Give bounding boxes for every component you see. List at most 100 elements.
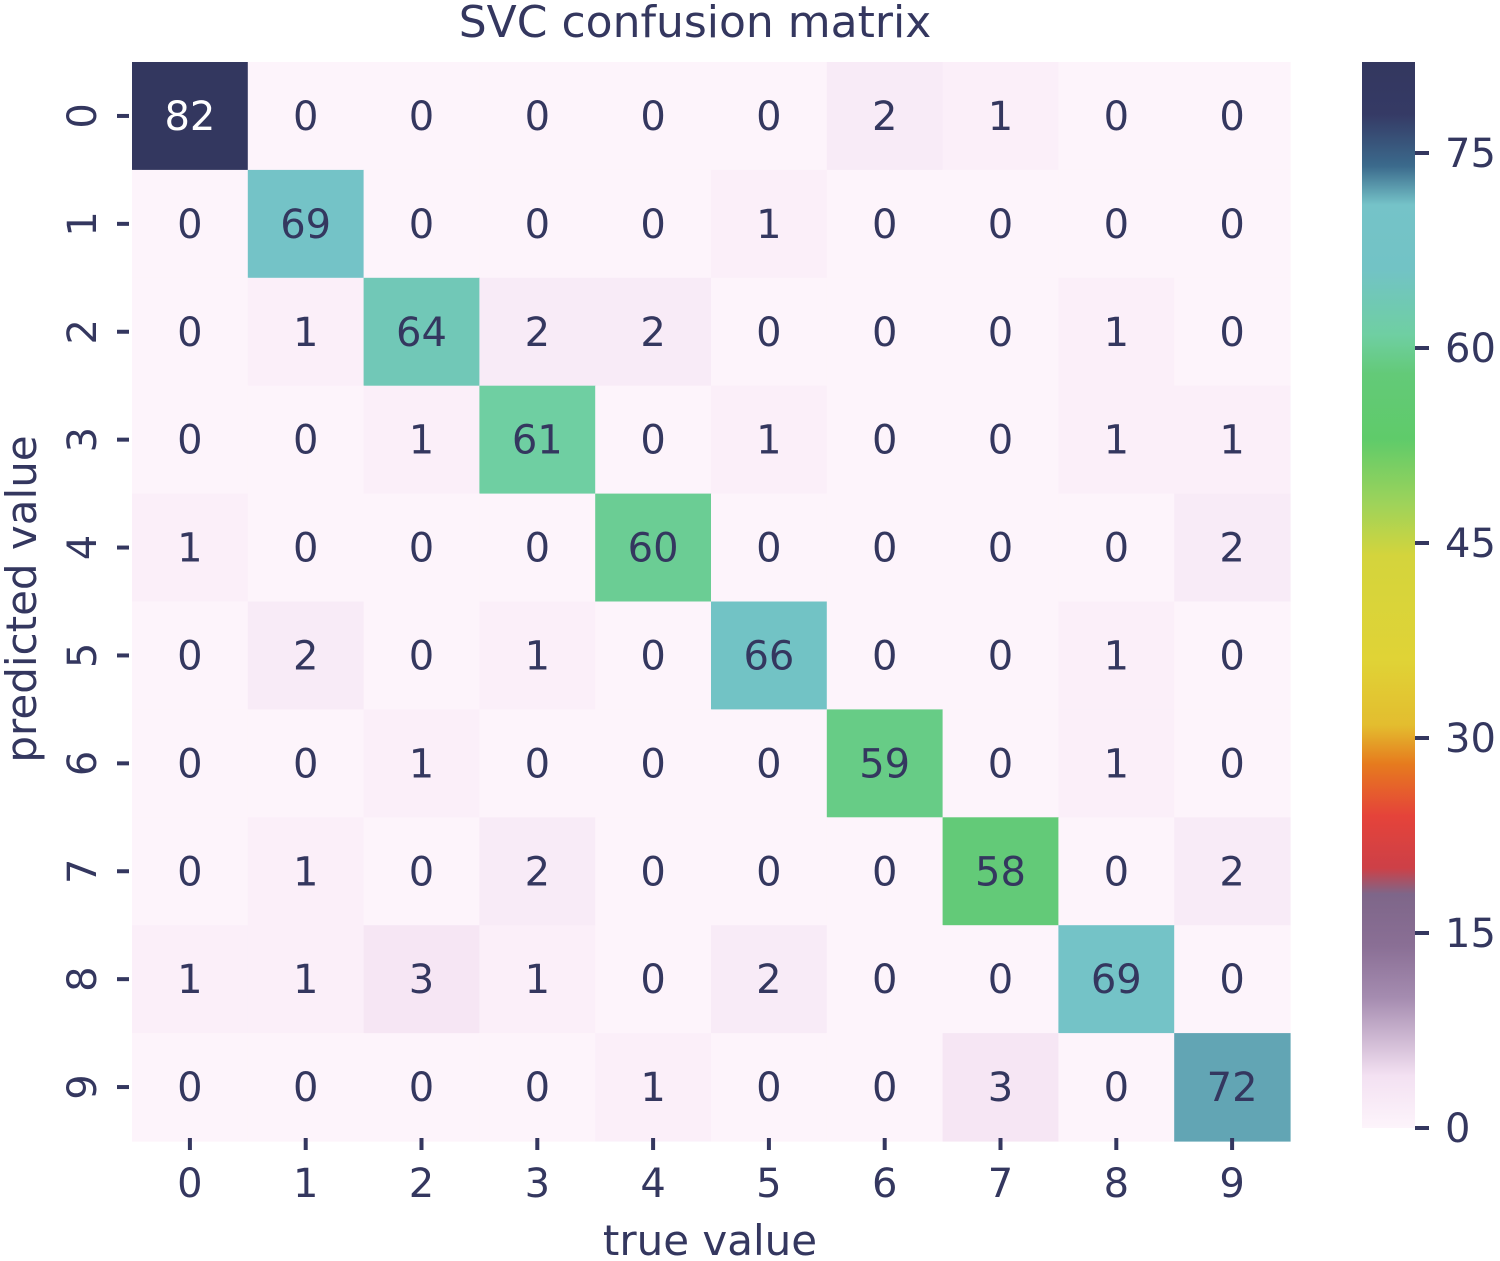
x-axis-label: true value [603,1216,817,1261]
heatmap-cell [1058,277,1175,387]
heatmap-cell [1174,601,1291,710]
heatmap-cell [826,169,944,279]
heatmap-cell [1058,169,1175,279]
heatmap-cell [595,817,712,926]
heatmap-cell [363,493,480,603]
heatmap-cell [942,169,1059,279]
heatmap-cell [711,493,828,603]
cell-value-label: 0 [872,202,897,248]
y-tick-label: 8 [60,966,106,991]
cell-value-label: 0 [988,202,1013,248]
heatmap-cell [1058,709,1175,818]
heatmap-cell [132,493,249,603]
y-tick-label: 6 [60,751,106,776]
heatmap-cell [1058,385,1175,495]
heatmap-cell [1058,493,1175,603]
heatmap-cell [479,1033,596,1142]
heatmap-cells [132,62,1291,1142]
y-tick-label: 1 [60,211,106,236]
heatmap-cell [826,277,944,387]
heatmap-cell [1174,385,1291,495]
heatmap-cell [479,709,596,818]
cell-value-label: 0 [525,526,550,572]
heatmap-cell [595,277,712,387]
heatmap-cell [479,277,596,387]
heatmap-cell [1058,62,1175,171]
heatmap-cell [1174,169,1291,279]
heatmap-cell [711,1033,828,1142]
heatmap-cell [595,925,712,1034]
cell-value-label: 69 [280,202,331,248]
heatmap-cell [479,817,596,926]
cell-value-label: 0 [756,849,781,895]
colorbar-tick-label: 0 [1445,1106,1470,1152]
cell-value-label: 0 [872,633,897,679]
heatmap-cell [942,1033,1059,1142]
heatmap-cell [942,62,1059,171]
cell-value-label: 1 [1219,418,1244,464]
heatmap-cell [479,169,596,279]
cell-value-label: 0 [1219,957,1244,1003]
y-axis-label: predicted value [0,435,46,762]
cell-value-label: 0 [1104,526,1129,572]
cell-value-label: 0 [1104,849,1129,895]
cell-value-label: 0 [1104,202,1129,248]
cell-value-label: 0 [177,633,202,679]
heatmap-cell [711,62,828,171]
heatmap-cell [826,62,944,171]
chart-title: SVC confusion matrix [459,0,931,48]
heatmap-cell [247,601,365,710]
cell-value-label: 1 [409,741,434,787]
cell-value-label: 0 [988,310,1013,356]
cell-value-label: 0 [177,849,202,895]
heatmap-cell [1174,925,1291,1034]
cell-value-label: 72 [1207,1065,1258,1111]
cell-value-label: 0 [409,526,434,572]
cell-value-label: 0 [756,526,781,572]
heatmap-cell [595,1033,712,1142]
cell-value-label: 0 [1219,741,1244,787]
heatmap-cell [595,169,712,279]
cell-value-label: 0 [640,741,665,787]
heatmap-cell [363,277,480,387]
heatmap-cell [479,493,596,603]
heatmap-cell [595,62,712,171]
cell-value-label: 0 [640,849,665,895]
heatmap-cell [942,709,1059,818]
cell-value-label: 0 [640,418,665,464]
colorbar [1362,62,1415,1128]
heatmap-cell [711,277,828,387]
cell-value-label: 0 [293,741,318,787]
heatmap-cell [942,925,1059,1034]
heatmap-cell [132,169,249,279]
cell-value-label: 1 [177,526,202,572]
heatmap-cell [1058,601,1175,710]
cell-value-label: 0 [1219,633,1244,679]
cell-value-label: 0 [409,633,434,679]
heatmap-cell [479,601,596,710]
heatmap-cell [942,385,1059,495]
heatmap-cell [479,925,596,1034]
x-axis: 0 1 2 3 4 5 6 7 8 9 [177,1138,1245,1207]
cell-value-label: 0 [756,1065,781,1111]
cell-value-label: 0 [988,526,1013,572]
heatmap-cell [942,601,1059,710]
heatmap-cell [1174,62,1291,171]
x-tick-label: 3 [525,1161,550,1207]
x-tick-label: 9 [1219,1161,1244,1207]
cell-value-label: 0 [293,526,318,572]
cell-value-label: 1 [293,957,318,1003]
cell-value-label: 1 [177,957,202,1003]
y-tick-label: 2 [60,319,106,344]
heatmap-cell [247,169,365,279]
heatmap-cell [247,385,365,495]
heatmap-cell [942,277,1059,387]
cell-value-label: 0 [756,94,781,140]
heatmap-cell [711,709,828,818]
heatmap-cell [595,385,712,495]
colorbar-gradient [1362,62,1415,1128]
cell-value-label: 2 [640,310,665,356]
cell-value-label: 0 [640,202,665,248]
heatmap-cell [1174,709,1291,818]
heatmap-cell [132,62,249,171]
